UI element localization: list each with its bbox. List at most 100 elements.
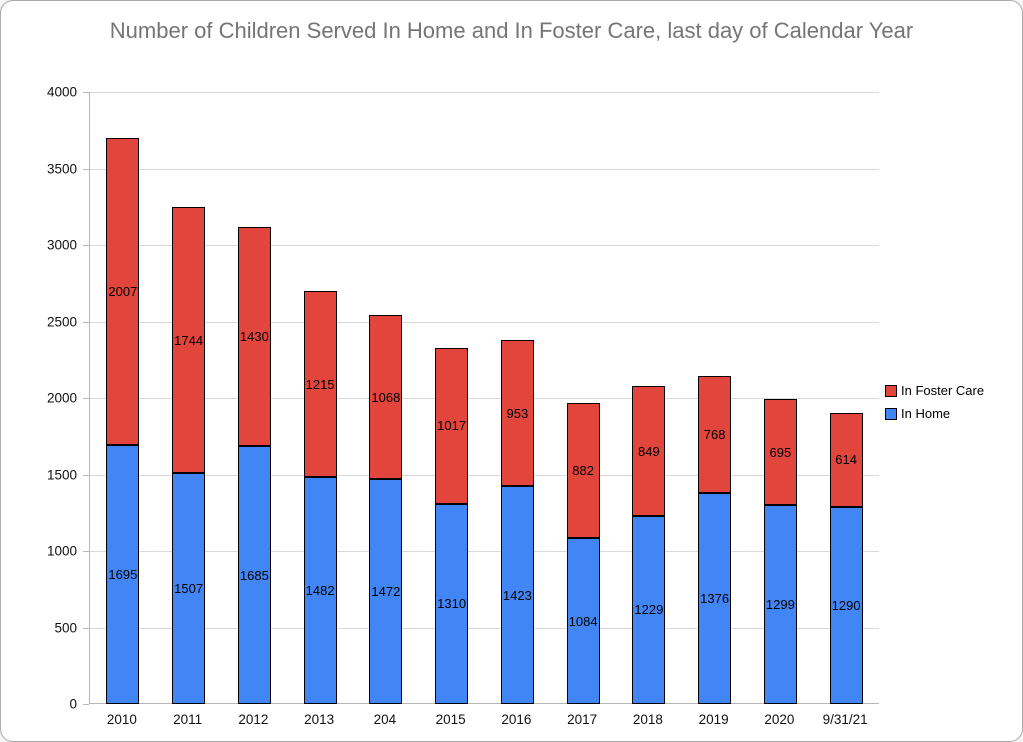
bar-value-label: 849 xyxy=(638,443,660,459)
y-axis-tick-label: 1000 xyxy=(46,543,77,559)
bar-value-label: 1017 xyxy=(437,418,467,434)
bars-layer: 1695 2007 1507 1744 1685 1430 1482 1215 1472 1068… xyxy=(90,92,879,704)
legend-swatch xyxy=(885,384,897,397)
bar-segment-in-foster-care: 1017 xyxy=(435,347,469,504)
bar-segment-in-foster-care: 2007 xyxy=(106,137,140,445)
gridline xyxy=(90,321,879,323)
bar-value-label: 1685 xyxy=(239,567,269,583)
y-axis-tick xyxy=(83,627,89,629)
y-axis-tick-label: 1500 xyxy=(46,467,77,482)
bar-value-label: 1084 xyxy=(568,613,598,629)
bar-value-label: 1376 xyxy=(700,591,730,607)
bar-stack-2019: 1376 768 xyxy=(698,375,732,704)
gridline xyxy=(90,92,879,93)
x-axis-labels: 2010 2011 2012 2013 204 2015 2016 2017 2018 2019 2… xyxy=(89,712,878,734)
bar-segment-in-foster-care: 1068 xyxy=(369,315,403,479)
gridline xyxy=(90,245,879,246)
bar-segment-in-home: 1423 xyxy=(500,486,534,704)
bar-segment-in-foster-care: 1744 xyxy=(172,206,206,474)
bar-value-label: 1229 xyxy=(634,602,664,618)
x-axis-tick-label: 204 xyxy=(373,712,397,727)
legend-label: In Foster Care xyxy=(901,383,985,398)
bar-segment-in-foster-care: 882 xyxy=(566,403,600,539)
bar-stack-2015: 1310 1017 xyxy=(435,347,469,704)
bar-segment-in-foster-care: 849 xyxy=(632,386,666,516)
y-axis-labels: 0 500 1000 1500 2000 2500 3000 3500 4000 xyxy=(1,85,77,712)
bar-stack-2018: 1229 849 xyxy=(632,386,666,704)
bar-value-label: 953 xyxy=(506,405,529,421)
bar-segment-in-home: 1290 xyxy=(829,506,863,704)
x-axis-tick-label: 2017 xyxy=(567,712,598,727)
bar-segment-in-home: 1472 xyxy=(369,478,403,704)
x-axis-tick-label: 9/31/21 xyxy=(822,712,868,727)
bar-segment-in-home: 1310 xyxy=(435,503,469,704)
x-axis-tick-label: 2015 xyxy=(435,712,466,727)
x-axis-tick-label: 2010 xyxy=(106,712,137,727)
bar-value-label: 614 xyxy=(835,452,857,468)
y-axis-tick xyxy=(83,551,89,552)
y-axis-tick-label: 4000 xyxy=(46,84,77,100)
gridline xyxy=(90,627,879,629)
bar-value-label: 1472 xyxy=(371,583,401,599)
y-axis-tick-label: 3500 xyxy=(46,161,77,176)
bar-value-label: 1310 xyxy=(437,596,467,612)
bar-value-label: 1068 xyxy=(371,389,401,405)
bar-segment-in-foster-care: 953 xyxy=(500,340,534,487)
bar-segment-in-foster-care: 695 xyxy=(763,398,797,506)
legend-item-in-foster-care: In Foster Care xyxy=(885,383,984,398)
bar-value-label: 1744 xyxy=(174,332,204,348)
bar-segment-in-foster-care: 614 xyxy=(829,412,863,507)
gridline xyxy=(90,398,879,399)
x-axis-tick-label: 2018 xyxy=(632,712,663,727)
bar-stack-204: 1472 1068 xyxy=(369,315,403,704)
bar-value-label: 1290 xyxy=(831,597,861,613)
y-axis-tick-label: 500 xyxy=(54,620,77,635)
plot-area: 1695 2007 1507 1744 1685 1430 1482 1215 1472 1068… xyxy=(89,92,879,704)
bar-segment-in-home: 1299 xyxy=(763,505,797,704)
x-axis-tick-label: 2020 xyxy=(764,712,795,727)
bar-stack-9-31-21: 1290 614 xyxy=(829,412,863,704)
bar-segment-in-foster-care: 1430 xyxy=(237,227,271,447)
bar-segment-in-foster-care: 1215 xyxy=(303,291,337,478)
y-axis-ticks xyxy=(83,92,89,705)
chart-title: Number of Children Served In Home and In… xyxy=(109,18,914,43)
legend-swatch xyxy=(885,407,897,420)
x-axis-tick-label: 2019 xyxy=(698,712,729,727)
y-axis-tick-label: 2500 xyxy=(46,314,77,329)
bar-stack-2013: 1482 1215 xyxy=(303,291,337,704)
bar-value-label: 2007 xyxy=(108,283,138,299)
bar-value-label: 1482 xyxy=(305,583,335,599)
y-axis-tick-label: 0 xyxy=(69,696,77,712)
bar-value-label: 1695 xyxy=(108,566,138,582)
bar-segment-in-foster-care: 768 xyxy=(698,375,732,494)
x-axis-tick-label: 2016 xyxy=(501,712,532,727)
x-axis-tick-label: 2013 xyxy=(304,712,335,727)
y-axis-tick xyxy=(83,474,89,476)
gridline xyxy=(90,703,879,704)
bar-value-label: 1430 xyxy=(239,329,269,345)
bar-segment-in-home: 1084 xyxy=(566,538,600,704)
gridline xyxy=(90,168,879,170)
bar-segment-in-home: 1685 xyxy=(237,446,271,704)
bar-value-label: 1423 xyxy=(502,587,532,603)
bar-value-label: 1215 xyxy=(305,376,335,392)
legend: In Foster Care In Home xyxy=(885,383,984,421)
x-axis-tick-label: 2012 xyxy=(238,712,269,727)
y-axis-tick xyxy=(83,398,89,399)
y-axis-tick xyxy=(83,92,89,93)
bar-value-label: 1507 xyxy=(174,581,204,597)
bar-value-label: 882 xyxy=(572,463,594,479)
bar-stack-2016: 1423 953 xyxy=(500,340,534,704)
bar-value-label: 1299 xyxy=(765,597,795,613)
bar-segment-in-home: 1376 xyxy=(698,493,732,704)
bar-value-label: 768 xyxy=(703,427,726,443)
bar-segment-in-home: 1507 xyxy=(172,473,206,704)
gridline xyxy=(90,474,879,476)
legend-item-in-home: In Home xyxy=(885,406,984,421)
x-axis-tick-label: 2011 xyxy=(173,712,203,727)
y-axis-tick-label: 3000 xyxy=(46,237,77,253)
y-axis-tick xyxy=(83,704,89,705)
y-axis-tick xyxy=(83,168,89,170)
y-axis-tick xyxy=(83,321,89,323)
